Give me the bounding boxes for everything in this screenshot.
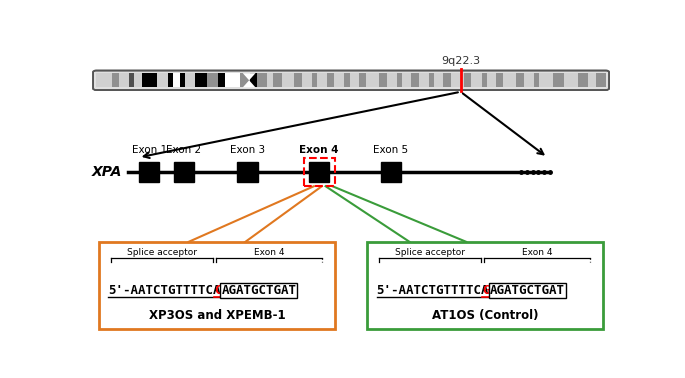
Bar [327, 73, 334, 87]
Bar [345, 73, 349, 87]
Text: AGATGCTGAT: AGATGCTGAT [490, 284, 564, 297]
Bar [99, 242, 335, 329]
Text: XPA: XPA [91, 165, 122, 179]
Bar [302, 73, 312, 87]
Bar [129, 73, 134, 87]
Text: 5'-AATCTGTTTTCA: 5'-AATCTGTTTTCA [377, 284, 489, 297]
Bar [539, 73, 553, 87]
Bar [195, 73, 208, 87]
Bar [524, 73, 534, 87]
Bar [249, 73, 258, 87]
Bar [588, 73, 596, 87]
Bar [240, 73, 249, 87]
Bar [312, 73, 317, 87]
Text: AT1OS (Control): AT1OS (Control) [432, 309, 538, 322]
Text: Exon 3: Exon 3 [230, 146, 265, 155]
Bar [186, 73, 195, 87]
Bar [334, 73, 345, 87]
Polygon shape [242, 80, 256, 87]
Bar [304, 158, 334, 186]
Bar [258, 73, 267, 87]
Bar [218, 73, 225, 87]
Bar [119, 73, 129, 87]
Polygon shape [242, 73, 256, 80]
Bar [96, 73, 112, 87]
Bar [402, 73, 411, 87]
Text: Exon 4: Exon 4 [521, 248, 552, 257]
Bar [397, 73, 402, 87]
Bar [482, 73, 486, 87]
Text: XP3OS and XPEMB-1: XP3OS and XPEMB-1 [149, 309, 286, 322]
Text: C: C [214, 284, 222, 297]
Bar [464, 73, 471, 87]
Bar [139, 162, 160, 182]
Bar [411, 73, 419, 87]
Bar [367, 242, 603, 329]
Text: Exon 5: Exon 5 [373, 146, 408, 155]
Bar [173, 73, 180, 87]
Bar [443, 73, 451, 87]
Text: 9q22.3: 9q22.3 [441, 56, 480, 66]
Bar [225, 73, 240, 87]
Bar [174, 162, 194, 182]
Bar [309, 162, 329, 182]
Bar [419, 73, 429, 87]
Text: 5'-AATCTGTTTTCA: 5'-AATCTGTTTTCA [108, 284, 221, 297]
Bar [429, 73, 434, 87]
Bar [381, 162, 401, 182]
FancyBboxPatch shape [93, 71, 609, 90]
Bar [317, 73, 327, 87]
Bar [503, 73, 516, 87]
Text: Exon 4: Exon 4 [299, 146, 339, 155]
Bar [282, 73, 295, 87]
Bar [387, 73, 397, 87]
Text: Exon 1: Exon 1 [132, 146, 167, 155]
Bar [273, 73, 282, 87]
Text: Splice acceptor: Splice acceptor [127, 248, 197, 257]
Bar [451, 73, 464, 87]
Bar [142, 73, 158, 87]
Bar [471, 73, 482, 87]
Bar [168, 73, 173, 87]
Bar [295, 73, 302, 87]
Bar [158, 73, 168, 87]
Bar [366, 73, 379, 87]
Bar [267, 73, 273, 87]
Text: Exon 2: Exon 2 [166, 146, 201, 155]
Bar [486, 73, 496, 87]
Bar [112, 73, 119, 87]
Bar [434, 73, 443, 87]
Text: AGATGCTGAT: AGATGCTGAT [221, 284, 297, 297]
Bar [553, 73, 564, 87]
Bar [516, 73, 524, 87]
Bar [134, 73, 142, 87]
Bar [359, 73, 366, 87]
Bar [208, 73, 218, 87]
Bar [180, 73, 186, 87]
Text: Splice acceptor: Splice acceptor [395, 248, 465, 257]
Bar [496, 73, 503, 87]
Bar [534, 73, 539, 87]
Bar [564, 73, 578, 87]
Text: G: G [482, 284, 490, 297]
Bar [379, 73, 387, 87]
Bar [349, 73, 359, 87]
Bar [596, 73, 606, 87]
Bar [578, 73, 588, 87]
Text: Exon 4: Exon 4 [253, 248, 284, 257]
Bar [238, 162, 258, 182]
